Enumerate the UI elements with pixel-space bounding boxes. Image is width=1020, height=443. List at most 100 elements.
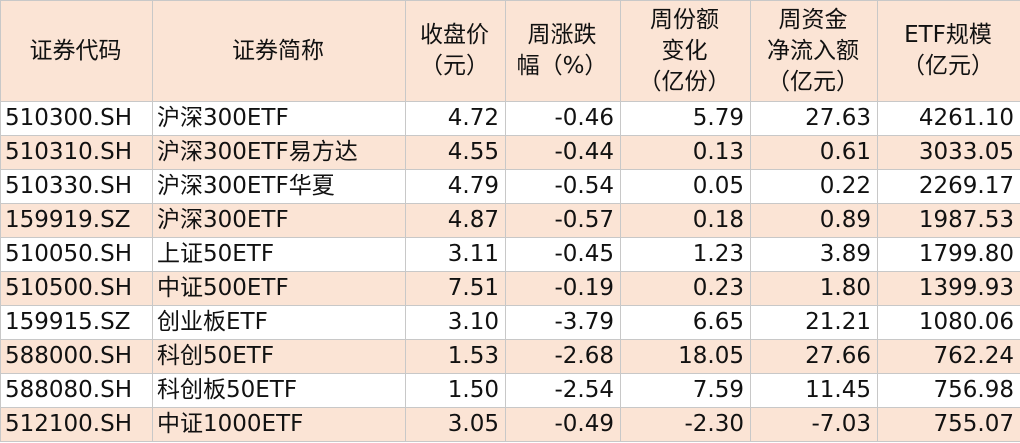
number-cell: 27.66 xyxy=(750,339,878,374)
header-row: 证券代码 证券简称 收盘价 （元） 周涨跌幅（%） 周份额变化 （亿份） 周资金净流入额 （亿元… xyxy=(0,0,1020,102)
text-cell: 510050.SH xyxy=(0,237,153,272)
header-text: 幅（%） xyxy=(516,53,608,79)
text-cell: 沪深300ETF xyxy=(152,101,406,136)
header-cell: 周份额变化 （亿份） xyxy=(620,0,751,102)
number-cell: 21.21 xyxy=(750,305,878,340)
number-cell: 4.72 xyxy=(405,101,506,136)
number-cell: 2269.17 xyxy=(877,169,1020,204)
text-cell: 510310.SH xyxy=(0,135,153,170)
number-cell: -2.30 xyxy=(620,407,751,442)
number-cell: 3.89 xyxy=(750,237,878,272)
number-cell: 1.53 xyxy=(405,339,506,374)
text-cell: 上证50ETF xyxy=(152,237,406,272)
number-cell: 1.80 xyxy=(750,271,878,306)
number-cell: 755.07 xyxy=(877,407,1020,442)
number-cell: -0.54 xyxy=(505,169,621,204)
table-row: 510500.SH 中证500ETF 7.51 -0.19 0.23 1.80 1399.9… xyxy=(0,271,1020,306)
table-row: 588080.SH 科创板50ETF 1.50 -2.54 7.59 11.45 756.9… xyxy=(0,373,1020,408)
number-cell: -2.68 xyxy=(505,339,621,374)
text-cell: 中证500ETF xyxy=(152,271,406,306)
number-cell: 27.63 xyxy=(750,101,878,136)
table-row: 512100.SH 中证1000ETF 3.05 -0.49 -2.30 -7.03 755… xyxy=(0,407,1020,442)
number-cell: -0.46 xyxy=(505,101,621,136)
header-cell: 收盘价 （元） xyxy=(405,0,506,102)
text-cell: 588000.SH xyxy=(0,339,153,374)
number-cell: 4.55 xyxy=(405,135,506,170)
number-cell: 4.79 xyxy=(405,169,506,204)
text-cell: 159915.SZ xyxy=(0,305,153,340)
number-cell: 3.10 xyxy=(405,305,506,340)
header-text: （亿元） xyxy=(902,53,994,79)
number-cell: 1.23 xyxy=(620,237,751,272)
header-text: （亿元） xyxy=(767,68,859,95)
number-cell: 1.50 xyxy=(405,373,506,408)
header-text: 周涨跌 xyxy=(527,22,597,48)
header-cell: ETF规模 （亿元） xyxy=(877,0,1020,102)
number-cell: -2.54 xyxy=(505,373,621,408)
text-cell: 510300.SH xyxy=(0,101,153,136)
table-row: 510300.SH 沪深300ETF 4.72 -0.46 5.79 27.63 4261.… xyxy=(0,101,1020,136)
text-cell: 512100.SH xyxy=(0,407,153,442)
number-cell: 3033.05 xyxy=(877,135,1020,170)
number-cell: 18.05 xyxy=(620,339,751,374)
header-cell: 证券简称 xyxy=(152,0,406,102)
number-cell: 7.59 xyxy=(620,373,751,408)
number-cell: 0.18 xyxy=(620,203,751,238)
number-cell: -0.19 xyxy=(505,271,621,306)
number-cell: 4.87 xyxy=(405,203,506,238)
text-cell: 科创50ETF xyxy=(152,339,406,374)
header-text: 净流入额 xyxy=(767,37,859,64)
table-row: 588000.SH 科创50ETF 1.53 -2.68 18.05 27.66 762.2… xyxy=(0,339,1020,374)
number-cell: -3.79 xyxy=(505,305,621,340)
number-cell: 4261.10 xyxy=(877,101,1020,136)
header-text: （元） xyxy=(420,53,489,79)
text-cell: 中证1000ETF xyxy=(152,407,406,442)
number-cell: 5.79 xyxy=(620,101,751,136)
text-cell: 588080.SH xyxy=(0,373,153,408)
number-cell: -0.57 xyxy=(505,203,621,238)
header-cell: 证券代码 xyxy=(0,0,153,102)
text-cell: 沪深300ETF华夏 xyxy=(152,169,406,204)
table-row: 510050.SH 上证50ETF 3.11 -0.45 1.23 3.89 1799.80 xyxy=(0,237,1020,272)
header-text: 证券简称 xyxy=(232,37,324,64)
number-cell: 0.05 xyxy=(620,169,751,204)
number-cell: 11.45 xyxy=(750,373,878,408)
header-text: 周份额 xyxy=(650,6,719,33)
header-text: 证券代码 xyxy=(29,37,122,64)
number-cell: 1080.06 xyxy=(877,305,1020,340)
number-cell: 0.13 xyxy=(620,135,751,170)
text-cell: 510330.SH xyxy=(0,169,153,204)
table-row: 510330.SH 沪深300ETF华夏 4.79 -0.54 0.05 0.22 2269… xyxy=(0,169,1020,204)
table-row: 159915.SZ 创业板ETF 3.10 -3.79 6.65 21.21 1080.06 xyxy=(0,305,1020,340)
number-cell: -0.49 xyxy=(505,407,621,442)
number-cell: 6.65 xyxy=(620,305,751,340)
table-row: 510310.SH 沪深300ETF易方达 4.55 -0.44 0.13 0.61 303… xyxy=(0,135,1020,170)
text-cell: 沪深300ETF易方达 xyxy=(152,135,406,170)
number-cell: 3.11 xyxy=(405,237,506,272)
number-cell: -7.03 xyxy=(750,407,878,442)
number-cell: 0.22 xyxy=(750,169,878,204)
number-cell: 0.89 xyxy=(750,203,878,238)
header-text: （亿份） xyxy=(638,68,731,95)
number-cell: 0.61 xyxy=(750,135,878,170)
number-cell: 1399.93 xyxy=(877,271,1020,306)
number-cell: -0.44 xyxy=(505,135,621,170)
header-cell: 周资金净流入额 （亿元） xyxy=(750,0,878,102)
text-cell: 科创板50ETF xyxy=(152,373,406,408)
text-cell: 创业板ETF xyxy=(152,305,406,340)
text-cell: 510500.SH xyxy=(0,271,153,306)
table-row: 159919.SZ 沪深300ETF 4.87 -0.57 0.18 0.89 1987.5… xyxy=(0,203,1020,238)
number-cell: -0.45 xyxy=(505,237,621,272)
header-text: ETF规模 xyxy=(904,22,992,48)
number-cell: 756.98 xyxy=(877,373,1020,408)
number-cell: 1987.53 xyxy=(877,203,1020,238)
text-cell: 159919.SZ xyxy=(0,203,153,238)
text-cell: 沪深300ETF xyxy=(152,203,406,238)
header-text: 变化 xyxy=(661,37,708,64)
number-cell: 3.05 xyxy=(405,407,506,442)
header-text: 收盘价 xyxy=(420,22,489,48)
number-cell: 0.23 xyxy=(620,271,751,306)
number-cell: 1799.80 xyxy=(877,237,1020,272)
header-text: 周资金 xyxy=(778,6,848,33)
